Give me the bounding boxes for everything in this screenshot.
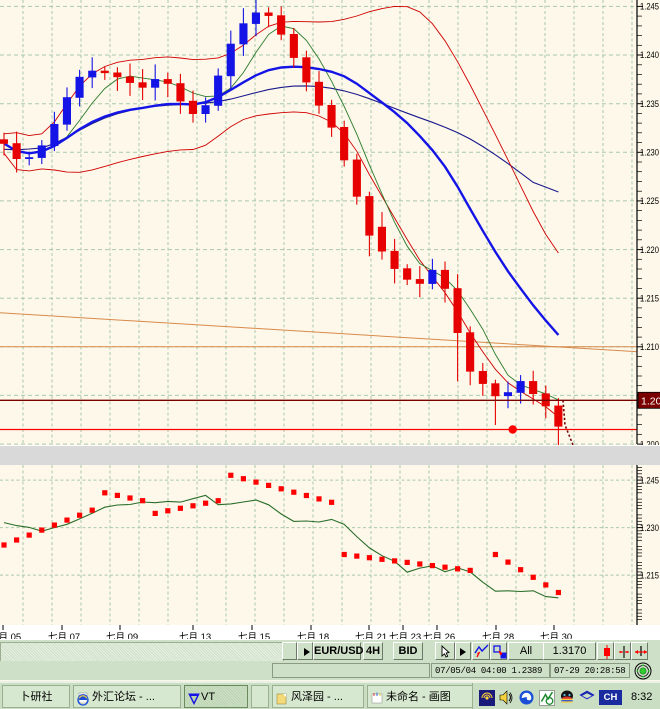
svg-text:1.225: 1.225 <box>640 196 659 206</box>
svg-text:1.245: 1.245 <box>640 475 659 485</box>
svg-text:1.204: 1.204 <box>641 395 660 407</box>
svg-text:1.235: 1.235 <box>640 99 659 109</box>
svg-text:1.215: 1.215 <box>640 293 659 303</box>
svg-text:1.230: 1.230 <box>640 523 659 533</box>
svg-text:1.230: 1.230 <box>640 148 659 158</box>
svg-text:1.240: 1.240 <box>640 50 659 60</box>
svg-text:1.220: 1.220 <box>640 245 659 255</box>
svg-text:1.210: 1.210 <box>640 342 659 352</box>
svg-text:1.215: 1.215 <box>640 570 659 580</box>
svg-text:1.245: 1.245 <box>640 2 659 12</box>
